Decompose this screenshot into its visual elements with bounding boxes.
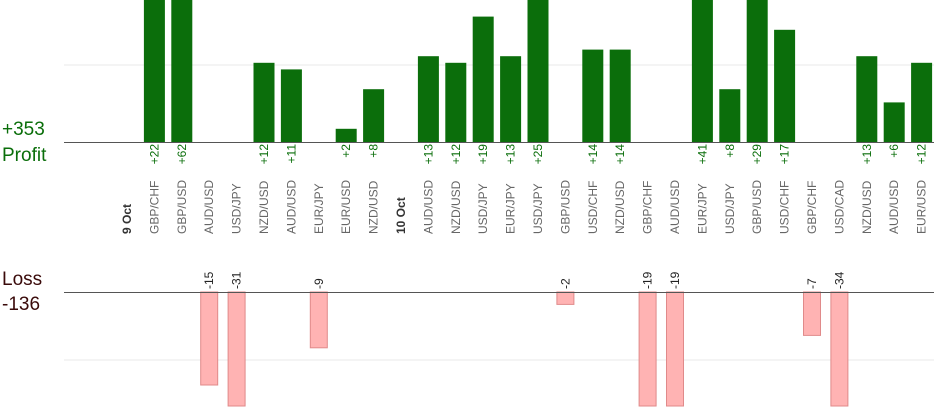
pair-label: NZD/USD — [367, 180, 381, 234]
pair-label: EUR/USD — [915, 180, 929, 234]
pair-label: GBP/CHF — [805, 181, 819, 234]
profit-value-label: +13 — [504, 144, 518, 165]
loss-bar — [803, 291, 821, 336]
loss-bar — [200, 291, 219, 386]
loss-bar — [309, 291, 328, 349]
profit-bar — [527, 0, 549, 142]
pair-label: AUD/USD — [202, 180, 216, 234]
profit-value-label: +12 — [449, 144, 463, 165]
profit-value-label: +19 — [476, 144, 490, 165]
profit-bar — [280, 69, 302, 142]
profit-label: Profit — [2, 145, 47, 166]
pair-label: USD/JPY — [531, 183, 545, 234]
pair-label: AUD/USD — [421, 180, 435, 234]
profit-value-label: +17 — [778, 144, 792, 165]
pair-label: EUR/JPY — [312, 183, 326, 234]
profit-bar — [856, 56, 878, 143]
profit-bar — [500, 56, 522, 143]
date-label: 9 Oct — [120, 204, 134, 234]
profit-value-label: +12 — [257, 144, 271, 165]
loss-value-label: -2 — [558, 278, 572, 289]
pair-label: USD/JPY — [476, 183, 490, 234]
profit-value-label: +25 — [531, 144, 545, 165]
profit-bar — [143, 0, 165, 142]
pair-label: GBP/USD — [750, 180, 764, 234]
pair-label: USD/CHF — [586, 181, 600, 234]
profit-bar — [171, 0, 193, 142]
profit-bar — [445, 62, 467, 142]
loss-total: -136 — [2, 294, 41, 315]
profit-bar — [335, 128, 357, 142]
pair-label: USD/CAD — [832, 180, 846, 234]
loss-bar — [666, 291, 684, 407]
profit-value-label: +29 — [750, 144, 764, 165]
pair-label: NZD/USD — [613, 180, 627, 234]
profit-bar — [746, 0, 768, 142]
loss-bar — [227, 291, 246, 407]
loss-value-label: -34 — [832, 271, 846, 289]
profit-bar — [472, 16, 494, 143]
profit-bar — [417, 56, 439, 143]
profit-bar — [883, 102, 905, 142]
pair-label: AUD/USD — [668, 180, 682, 234]
date-label: 10 Oct — [394, 197, 408, 234]
loss-value-label: -19 — [668, 271, 682, 289]
profit-value-label: +8 — [723, 144, 737, 158]
profit-bar — [582, 49, 604, 142]
pair-label: GBP/CHF — [147, 181, 161, 234]
profit-value-label: +8 — [367, 144, 381, 158]
profit-total: +353 — [2, 119, 45, 140]
loss-bar — [556, 291, 575, 305]
profit-value-label: +14 — [586, 144, 600, 165]
pair-label: EUR/JPY — [504, 183, 518, 234]
pair-label: GBP/USD — [558, 180, 572, 234]
profit-bar — [363, 89, 385, 142]
profit-bar — [774, 29, 796, 142]
loss-bar — [638, 291, 657, 407]
loss-value-label: -9 — [312, 278, 326, 289]
loss-value-label: -15 — [202, 271, 216, 289]
pair-label: NZD/USD — [860, 180, 874, 234]
profit-value-label: +6 — [887, 144, 901, 158]
pair-label: NZD/USD — [257, 180, 271, 234]
loss-bar — [830, 291, 849, 407]
profit-value-label: +13 — [860, 144, 874, 165]
profit-bar — [911, 62, 933, 142]
profit-bar — [691, 0, 713, 142]
profit-value-label: +11 — [284, 144, 298, 164]
profit-value-label: +13 — [421, 144, 435, 165]
pair-label: AUD/USD — [284, 180, 298, 234]
loss-value-label: -19 — [641, 271, 655, 289]
loss-label: Loss — [2, 269, 43, 290]
profit-bar — [719, 89, 741, 142]
pair-label: NZD/USD — [449, 180, 463, 234]
loss-value-label: -7 — [805, 278, 819, 289]
pair-label: AUD/USD — [887, 180, 901, 234]
profit-value-label: +12 — [915, 144, 929, 165]
pair-label: USD/JPY — [230, 183, 244, 234]
loss-value-label: -31 — [230, 271, 244, 289]
pair-label: GBP/CHF — [641, 181, 655, 234]
pair-label: EUR/USD — [339, 180, 353, 234]
profit-bar — [609, 49, 631, 142]
profit-value-label: +22 — [147, 144, 161, 165]
profit-bar — [253, 62, 275, 142]
pair-label: EUR/JPY — [695, 183, 709, 234]
profit-value-label: +62 — [175, 144, 189, 165]
profit-value-label: +14 — [613, 144, 627, 165]
pair-label: GBP/USD — [175, 180, 189, 234]
profit-value-label: +2 — [339, 144, 353, 158]
pair-label: USD/CHF — [778, 181, 792, 234]
profit-value-label: +41 — [695, 144, 709, 165]
pair-label: USD/JPY — [723, 183, 737, 234]
